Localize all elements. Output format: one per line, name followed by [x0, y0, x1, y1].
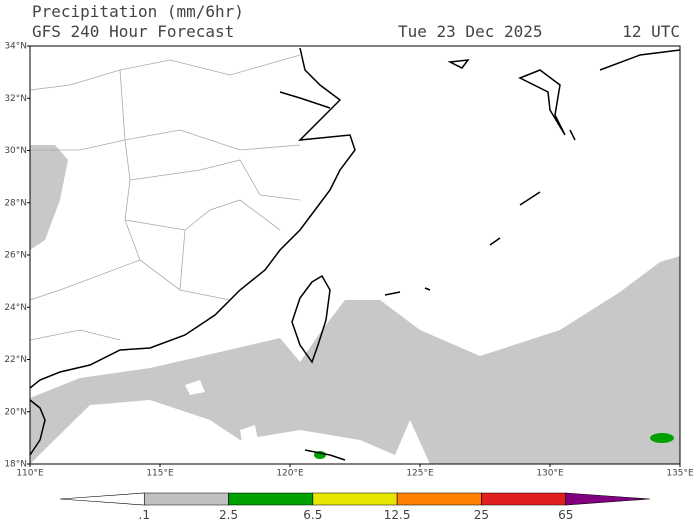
lon-label: 130°E: [536, 469, 564, 479]
lon-label: 115°E: [146, 469, 174, 479]
precip-area: [30, 256, 680, 464]
lat-label: 34°N: [4, 42, 27, 52]
lat-label: 24°N: [4, 303, 27, 313]
colorbar-segment: [312, 492, 398, 506]
colorbar-segment: [228, 492, 314, 506]
lat-label: 30°N: [4, 146, 27, 156]
colorbar-segment: [396, 492, 482, 506]
lon-label: 120°E: [276, 469, 304, 479]
coastline: [29, 47, 681, 461]
colorbar-segment: [565, 492, 651, 506]
lat-label: 20°N: [4, 407, 27, 417]
borders: [29, 54, 301, 341]
lat-label: 22°N: [4, 355, 27, 365]
lon-label: 125°E: [406, 469, 434, 479]
precip-area: [30, 145, 68, 250]
dry-area: [185, 380, 258, 442]
lat-label: 18°N: [4, 460, 27, 470]
colorbar-label: 2.5: [219, 508, 238, 522]
date: Tue 23 Dec 2025: [398, 22, 543, 41]
colorbar-label: 25: [474, 508, 489, 522]
lat-label: 28°N: [4, 198, 27, 208]
colorbar-segment: [143, 492, 229, 506]
time: 12 UTC: [622, 22, 680, 41]
map: [29, 45, 681, 465]
lon-label: 110°E: [16, 469, 44, 479]
colorbar-label: .1: [139, 508, 150, 522]
lon-label: 135°E: [666, 469, 694, 479]
colorbar-label: 6.5: [303, 508, 322, 522]
colorbar-segment: [59, 492, 145, 506]
colorbar-label: 65: [558, 508, 573, 522]
heavy-precip: [650, 433, 674, 443]
colorbar-label: 12.5: [384, 508, 411, 522]
lat-label: 26°N: [4, 251, 27, 261]
colorbar-segment: [481, 492, 567, 506]
model: GFS 240 Hour Forecast: [32, 22, 234, 41]
title: Precipitation (mm/6hr): [32, 2, 244, 21]
lat-label: 32°N: [4, 94, 27, 104]
